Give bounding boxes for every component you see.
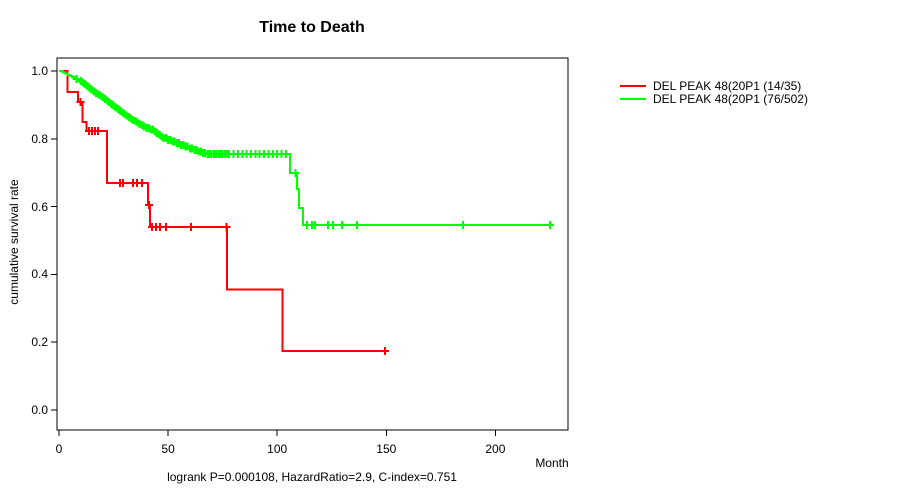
- x-tick-label-200: 200: [485, 442, 506, 456]
- x-tick-label-150: 150: [376, 442, 397, 456]
- legend: DEL PEAK 48(20P1 (14/35) DEL PEAK 48(20P…: [620, 80, 808, 105]
- legend-label-group2: DEL PEAK 48(20P1 (76/502): [653, 92, 808, 106]
- legend-item-group2: DEL PEAK 48(20P1 (76/502): [620, 93, 808, 105]
- y-tick-label-0.8: 0.8: [31, 131, 48, 146]
- x-tick-label-100: 100: [267, 442, 288, 456]
- legend-line-green: [620, 98, 646, 100]
- censor-marks-2: [72, 75, 554, 230]
- legend-item-group1: DEL PEAK 48(20P1 (14/35): [620, 80, 808, 92]
- y-tick-label-0.4: 0.4: [31, 267, 48, 282]
- y-tick-label-0.6: 0.6: [31, 199, 48, 214]
- y-tick-label-0.2: 0.2: [31, 335, 48, 350]
- x-tick-label-50: 50: [161, 442, 175, 456]
- censor-marks-1: [76, 98, 389, 356]
- y-tick-label-1.0: 1.0: [31, 64, 48, 78]
- x-tick-label-0: 0: [55, 442, 63, 456]
- axis-ticks: [51, 70, 496, 436]
- survival-curve-2: [59, 70, 550, 227]
- plot-box: [56, 57, 569, 431]
- legend-label-group1: DEL PEAK 48(20P1 (14/35): [653, 79, 802, 93]
- legend-line-red: [620, 85, 646, 87]
- stats-caption: logrank P=0.000108, HazardRatio=2.9, C-i…: [167, 470, 457, 484]
- chart-title: Time to Death: [259, 19, 365, 36]
- x-axis-label: Month: [535, 456, 569, 470]
- y-tick-label-0.0: 0.0: [31, 403, 48, 417]
- survival-curve-1: [59, 70, 385, 353]
